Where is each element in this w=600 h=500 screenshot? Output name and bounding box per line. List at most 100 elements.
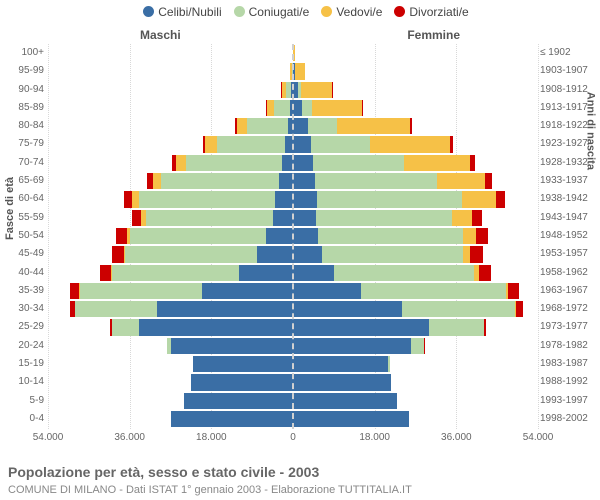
female-bar [293,319,486,335]
segment-widowed [370,136,449,152]
x-tick-label: 18.000 [359,432,390,443]
segment-divorced [362,100,363,116]
male-bar [266,100,293,116]
segment-single [157,301,293,317]
segment-divorced [479,265,491,281]
male-bar [191,374,293,390]
y-labels-age: 100+95-9990-9485-8980-8475-7970-7465-696… [0,44,44,428]
segment-single [293,338,411,354]
segment-widowed [312,100,362,116]
segment-single [275,191,293,207]
birth-label: ≤ 1902 [540,44,600,62]
female-bar [293,246,483,262]
segment-married [334,265,475,281]
segment-married [186,155,281,171]
segment-single [293,136,311,152]
segment-divorced [424,338,425,354]
female-bar [293,63,305,79]
age-label: 85-89 [0,99,44,117]
female-bar [293,374,391,390]
legend-swatch [143,6,154,17]
birth-label: 1933-1937 [540,172,600,190]
male-bar [110,319,293,335]
legend-swatch [234,6,245,17]
segment-single [273,210,293,226]
birth-label: 1983-1987 [540,355,600,373]
segment-married [388,356,389,372]
male-bar [112,246,293,262]
segment-single [293,191,317,207]
segment-widowed [295,63,305,79]
segment-married [125,246,257,262]
age-label: 5-9 [0,392,44,410]
segment-widowed [463,228,476,244]
segment-single [293,173,315,189]
legend: Celibi/NubiliConiugati/eVedovi/eDivorzia… [0,4,600,19]
birth-label: 1998-2002 [540,410,600,428]
age-label: 20-24 [0,337,44,355]
segment-widowed [437,173,485,189]
birth-label: 1988-1992 [540,373,600,391]
segment-married [161,173,279,189]
female-bar [293,100,363,116]
birth-label: 1968-1972 [540,300,600,318]
segment-married [411,338,424,354]
age-label: 70-74 [0,154,44,172]
female-bar [293,301,523,317]
segment-widowed [205,136,216,152]
segment-single [293,356,388,372]
age-label: 30-34 [0,300,44,318]
female-bar [293,265,491,281]
segment-married [311,136,370,152]
age-label: 25-29 [0,318,44,336]
segment-single [171,411,294,427]
legend-swatch [321,6,332,17]
segment-married [429,319,483,335]
segment-single [266,228,293,244]
segment-widowed [404,155,470,171]
female-bar [293,411,409,427]
segment-married [361,283,506,299]
male-bar [132,210,293,226]
segment-single [293,228,318,244]
male-bar [193,356,293,372]
female-title: Femmine [407,28,460,42]
x-axis: 54.00036.00018.000018.00036.00054.000 [48,432,538,452]
x-tick-label: 54.000 [33,432,64,443]
segment-divorced [100,265,111,281]
segment-single [293,118,308,134]
x-tick-label: 54.000 [523,432,554,443]
segment-divorced [450,136,454,152]
birth-label: 1913-1917 [540,99,600,117]
age-label: 100+ [0,44,44,62]
male-bar [116,228,293,244]
birth-label: 1943-1947 [540,209,600,227]
segment-single [293,393,397,409]
segment-widowed [337,118,410,134]
age-label: 35-39 [0,282,44,300]
female-bar [293,356,390,372]
age-label: 55-59 [0,209,44,227]
segment-divorced [485,173,492,189]
birth-label: 1953-1957 [540,245,600,263]
segment-married [139,191,275,207]
male-title: Maschi [140,28,181,42]
female-bar [293,136,453,152]
female-bar [293,338,424,354]
female-bar [293,191,505,207]
segment-single [171,338,294,354]
segment-married [247,118,288,134]
segment-married [302,100,312,116]
male-bar [70,301,293,317]
segment-single [293,155,313,171]
segment-widowed [237,118,247,134]
segment-married [80,283,203,299]
segment-divorced [476,228,488,244]
female-bar [293,283,519,299]
legend-label: Coniugati/e [249,5,310,19]
birth-label: 1923-1927 [540,135,600,153]
segment-married [112,319,139,335]
male-bar [172,155,293,171]
female-bar [293,173,492,189]
x-tick-label: 18.000 [196,432,227,443]
